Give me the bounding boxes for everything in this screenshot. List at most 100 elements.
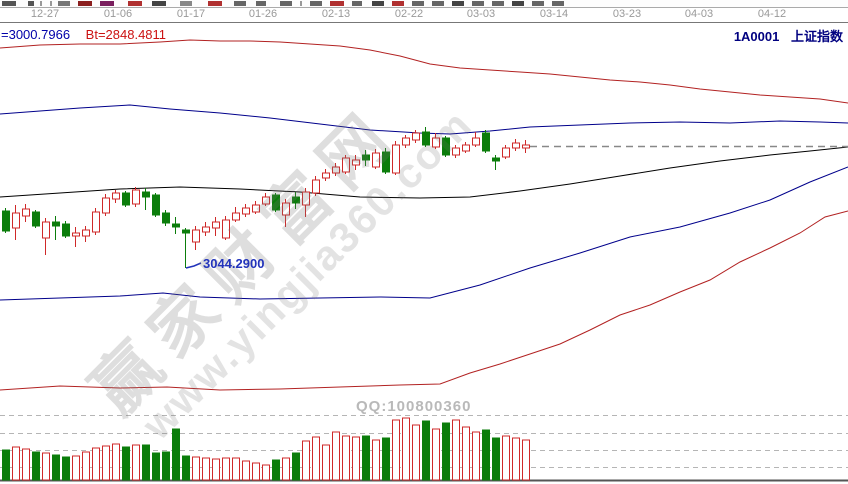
date-tick-label: 02-13 — [321, 8, 351, 20]
volume-bar — [472, 431, 480, 481]
volume-bar — [242, 460, 250, 481]
volume-bar — [442, 422, 450, 481]
low-price-annotation: 3044.2900 — [203, 256, 265, 271]
candle-body — [282, 202, 290, 216]
toolbar-icon-cropped[interactable] — [100, 1, 114, 6]
volume-bar — [502, 435, 510, 481]
volume-bar — [102, 445, 110, 481]
candle-body — [432, 137, 440, 148]
toolbar-icon-cropped[interactable] — [256, 1, 266, 6]
candle-body — [352, 159, 360, 166]
candle-body — [62, 223, 70, 237]
toolbar-icon-cropped[interactable] — [552, 1, 564, 6]
volume-bar — [412, 424, 420, 481]
volume-bar — [122, 446, 130, 481]
toolbar-icon-cropped[interactable] — [128, 1, 142, 6]
toolbar-icon-cropped[interactable] — [492, 1, 504, 6]
toolbar-icon-cropped[interactable] — [300, 1, 302, 6]
volume-bar — [192, 456, 200, 481]
volume-bar — [452, 419, 460, 481]
candle-body — [422, 131, 430, 146]
volume-bar — [52, 454, 60, 481]
candle-body — [152, 194, 160, 216]
candle-body — [172, 223, 180, 228]
toolbar-icon-cropped[interactable] — [50, 1, 52, 6]
volume-bar — [432, 428, 440, 481]
toolbar-icon-cropped[interactable] — [208, 1, 222, 6]
volume-bar — [72, 455, 80, 481]
toolbar-icon-cropped[interactable] — [40, 1, 42, 6]
volume-bar — [142, 444, 150, 481]
toolbar-icon-cropped[interactable] — [452, 1, 464, 6]
candle-body — [402, 137, 410, 146]
volume-bar — [252, 462, 260, 481]
symbol-label: 1A0001 上证指数 — [734, 26, 843, 45]
candle-body — [452, 147, 460, 156]
toolbar-icon-cropped[interactable] — [512, 1, 524, 6]
date-tick-label: 01-26 — [248, 8, 278, 20]
lower-red-band-line — [0, 210, 848, 391]
toolbar-icon-cropped[interactable] — [2, 1, 16, 6]
volume-bar — [182, 455, 190, 481]
volume-bar — [2, 449, 10, 481]
candle-body — [212, 221, 220, 229]
candle-body — [182, 229, 190, 234]
toolbar-icon-cropped[interactable] — [330, 1, 344, 6]
candle-body — [382, 151, 390, 173]
volume-bar — [212, 458, 220, 481]
candle-body — [22, 208, 30, 217]
toolbar-icon-cropped[interactable] — [372, 1, 384, 6]
date-tick-label: 01-06 — [103, 8, 133, 20]
volume-bar — [42, 452, 50, 481]
toolbar-icon-cropped[interactable] — [234, 1, 246, 6]
toolbar-icon-cropped[interactable] — [472, 1, 484, 6]
candle-body — [72, 232, 80, 237]
toolbar-icon-cropped[interactable] — [152, 1, 166, 6]
volume-bar — [302, 440, 310, 481]
candle-body — [232, 212, 240, 221]
toolbar-icon-cropped[interactable] — [392, 1, 404, 6]
toolbar-icon-cropped[interactable] — [58, 1, 70, 6]
volume-bar — [22, 448, 30, 481]
toolbar-icon-cropped[interactable] — [280, 1, 292, 6]
symbol-name: 上证指数 — [790, 29, 843, 44]
candle-body — [502, 147, 510, 158]
indicator-value-blue: =3000.7966 — [1, 27, 71, 42]
candle-body — [82, 229, 90, 237]
toolbar-icon-cropped[interactable] — [412, 1, 424, 6]
date-axis: 12-27 01-06 01-17 01-26 02-13 02-22 03-03 03-14… — [0, 8, 848, 22]
volume-bar — [512, 437, 520, 481]
candle-body — [42, 221, 50, 239]
watermark-qq-text: QQ:100800360 — [356, 398, 472, 415]
toolbar-icon-cropped[interactable] — [78, 1, 92, 6]
volume-bar — [422, 420, 430, 481]
volume-bar — [312, 436, 320, 481]
volume-bar — [462, 426, 470, 481]
upper-red-band-line — [0, 39, 848, 104]
date-tick-label: 01-17 — [176, 8, 206, 20]
low-annotation-pointer — [185, 262, 202, 269]
toolbar-icon-cropped[interactable] — [310, 1, 322, 6]
toolbar-icon-cropped[interactable] — [432, 1, 444, 6]
volume-bar — [272, 459, 280, 481]
toolbar-strip-cropped[interactable] — [0, 0, 848, 8]
candle-body — [112, 192, 120, 200]
candle-body — [52, 221, 60, 227]
toolbar-icon-cropped[interactable] — [28, 1, 34, 6]
volume-bar — [32, 451, 40, 481]
candle-body — [102, 197, 110, 214]
toolbar-icon-cropped[interactable] — [532, 1, 544, 6]
toolbar-icon-cropped[interactable] — [180, 1, 192, 6]
candle-body — [242, 207, 250, 215]
volume-bar — [12, 446, 20, 481]
candle-body — [392, 144, 400, 174]
volume-bar — [132, 444, 140, 481]
candle-body — [142, 191, 150, 198]
volume-bar — [282, 457, 290, 481]
candle-body — [132, 189, 140, 205]
indicator-value-labels: =3000.7966 Bt=2848.4811 — [1, 27, 166, 42]
toolbar-icon-cropped[interactable] — [352, 1, 362, 6]
candle-body — [462, 144, 470, 152]
volume-bar — [352, 436, 360, 481]
